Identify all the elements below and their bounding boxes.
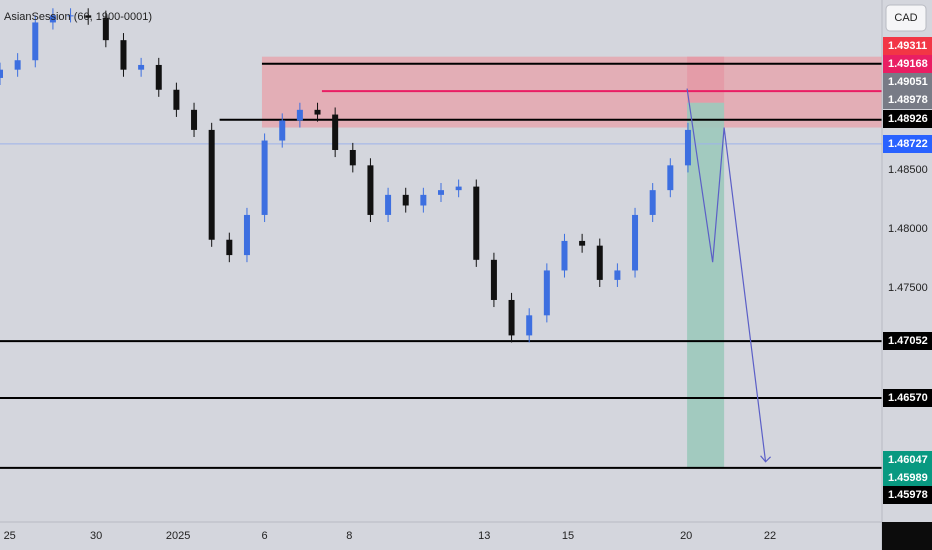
candle-body [120, 40, 127, 70]
price-label: 1.45989 [888, 472, 928, 484]
candle-body [543, 270, 550, 316]
price-label-box [883, 73, 932, 91]
candle-body [261, 140, 268, 215]
candle-body [649, 190, 656, 215]
x-tick-label: 13 [478, 530, 490, 542]
price-label: 1.46047 [888, 454, 928, 466]
x-tick-label: 8 [346, 530, 352, 542]
price-label-box [883, 332, 932, 350]
candle-body [155, 64, 162, 90]
candle-body [279, 120, 286, 141]
candle-body [102, 17, 109, 41]
y-tick-label: 1.48500 [888, 164, 928, 176]
price-label: 1.46570 [888, 392, 928, 404]
x-tick-label: 20 [680, 530, 692, 542]
price-label: 1.49051 [888, 76, 928, 88]
candle-body [138, 64, 145, 70]
candle-body [67, 15, 74, 17]
candle-body [367, 165, 374, 215]
y-tick-label: 1.48000 [888, 223, 928, 235]
price-label-box [883, 37, 932, 55]
candle-body [402, 194, 409, 206]
price-label-box [883, 451, 932, 469]
candle-body [32, 22, 39, 61]
currency-label: CAD [894, 12, 917, 24]
candle-body [314, 109, 321, 115]
candle-body [420, 194, 427, 206]
currency-button[interactable] [885, 4, 927, 32]
candle-body [243, 214, 250, 256]
price-label-box [883, 110, 932, 128]
candle-body [508, 299, 515, 336]
candle-body [614, 270, 621, 280]
candle-body [526, 315, 533, 336]
price-label-box [883, 135, 932, 153]
price-label: 1.48926 [888, 113, 928, 125]
x-tick-label: 30 [90, 530, 102, 542]
candle-body [332, 114, 339, 150]
plot-area [0, 8, 883, 469]
price-label-box [883, 486, 932, 504]
candle-body [49, 15, 56, 23]
candle-body [385, 194, 392, 215]
candle-body [208, 129, 215, 240]
candle-body [561, 240, 568, 271]
candle-body [455, 186, 462, 191]
projection-arrowhead [760, 455, 772, 463]
candle-body [226, 239, 233, 256]
candle-body [667, 165, 674, 191]
price-label-box [883, 55, 932, 73]
candle-body [0, 69, 3, 78]
candle-body [173, 89, 180, 110]
price-label-box [883, 91, 932, 109]
price-label: 1.49168 [888, 58, 928, 70]
candle-body [14, 60, 21, 70]
y-tick-label: 1.47500 [888, 282, 928, 294]
price-label: 1.45978 [888, 489, 928, 501]
price-label: 1.48722 [888, 138, 928, 150]
candle-body [596, 245, 603, 280]
candle-body [684, 129, 691, 166]
x-tick-label: 25 [4, 530, 16, 542]
candle-body [85, 15, 92, 18]
projection-path [686, 88, 767, 462]
candle-body [473, 186, 480, 260]
price-label: 1.49311 [888, 40, 927, 52]
price-label-box [883, 389, 932, 407]
x-tick-label: 15 [562, 530, 574, 542]
indicator-title: AsianSession (60, 1900-0001) [4, 11, 152, 23]
candle-body [438, 190, 444, 195]
price-label: 1.48978 [888, 94, 928, 106]
price-label-box [883, 469, 932, 487]
x-tick-label: 22 [764, 530, 776, 542]
price-label: 1.47052 [888, 335, 928, 347]
x-tick-label: 2025 [166, 530, 190, 542]
axis-corner [882, 522, 932, 550]
candle-body [579, 240, 586, 246]
candle-body [490, 259, 497, 300]
candle-body [632, 214, 639, 271]
candle-body [296, 109, 303, 121]
x-tick-label: 6 [262, 530, 268, 542]
candle-body [349, 149, 356, 166]
target-zone [687, 102, 725, 468]
candle-body [191, 109, 198, 130]
